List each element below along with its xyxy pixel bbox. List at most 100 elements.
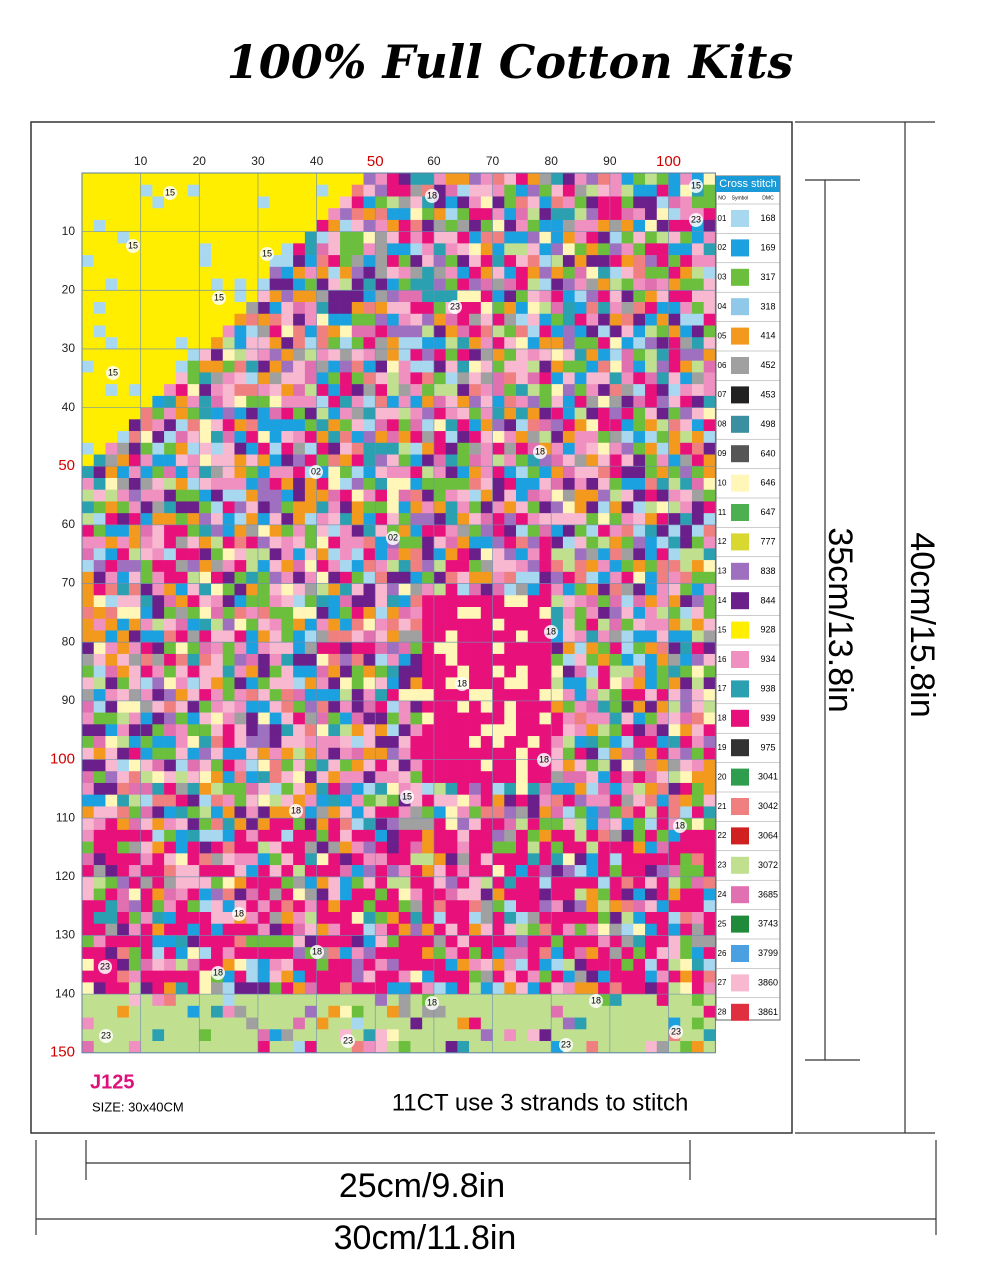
stitch: [316, 337, 329, 350]
stitch: [691, 266, 704, 279]
stitch: [398, 208, 411, 221]
stitch: [586, 759, 599, 772]
stitch: [269, 900, 282, 913]
stitch: [668, 677, 681, 690]
stitch: [422, 853, 435, 866]
stitch: [516, 548, 529, 561]
stitch: [621, 290, 634, 303]
stitch: [551, 219, 564, 232]
stitch: [469, 618, 482, 631]
stitch: [433, 911, 446, 925]
stitch: [574, 348, 587, 361]
stitch: [281, 958, 294, 971]
stitch: [93, 360, 106, 373]
stitch: [457, 630, 470, 643]
stitch: [633, 231, 646, 244]
stitch: [656, 372, 669, 385]
stitch: [562, 419, 575, 432]
stitch: [316, 395, 329, 408]
stitch: [246, 794, 259, 807]
stitch: [691, 642, 704, 655]
stitch: [222, 231, 235, 244]
stitch: [609, 290, 622, 303]
stitch: [105, 865, 118, 878]
stitch: [433, 372, 446, 385]
stitch: [562, 571, 575, 584]
stitch: [269, 208, 282, 221]
stitch: [93, 372, 106, 385]
stitch: [609, 677, 622, 690]
stitch: [246, 595, 259, 608]
legend-dmc: 647: [760, 507, 775, 517]
stitch: [457, 736, 470, 749]
stitch: [668, 947, 681, 960]
stitch: [375, 384, 388, 397]
stitch: [703, 958, 716, 971]
legend-no: 04: [718, 302, 727, 311]
stitch: [375, 571, 388, 584]
stitch: [140, 419, 153, 432]
stitch: [269, 466, 282, 479]
stitch: [680, 266, 693, 279]
stitch: [164, 665, 177, 678]
stitch: [551, 302, 564, 315]
stitch: [304, 489, 317, 502]
stitch: [668, 255, 681, 268]
stitch: [598, 243, 611, 256]
stitch: [527, 302, 540, 315]
stitch: [269, 1041, 282, 1054]
stitch: [433, 325, 446, 338]
stitch: [386, 442, 400, 455]
stitch: [504, 747, 517, 760]
stitch: [551, 607, 564, 620]
stitch: [375, 219, 388, 232]
stitch: [211, 560, 224, 573]
stitch: [574, 818, 587, 831]
stitch: [93, 184, 106, 197]
stitch: [645, 665, 658, 678]
stitch: [609, 689, 622, 702]
stitch: [328, 618, 341, 631]
stitch: [222, 782, 235, 795]
stitch: [469, 888, 482, 901]
stitch: [269, 911, 282, 925]
stitch: [691, 958, 704, 971]
stitch: [281, 325, 294, 338]
stitch: [304, 372, 317, 385]
stitch: [516, 958, 529, 971]
stitch: [175, 736, 188, 749]
stitch: [691, 736, 704, 749]
stitch: [257, 360, 270, 373]
stitch: [680, 607, 693, 620]
stitch: [668, 935, 681, 948]
outer-height: 40cm/15.8in: [903, 532, 941, 717]
stitch: [656, 348, 669, 361]
stitch: [152, 571, 165, 584]
stitch: [527, 243, 540, 256]
stitch: [340, 712, 353, 725]
stitch: [645, 1029, 658, 1042]
stitch: [128, 1005, 141, 1018]
stitch: [645, 477, 658, 491]
stitch: [562, 607, 575, 620]
stitch: [703, 865, 716, 878]
region-marker: [689, 213, 703, 227]
row-label: 70: [62, 576, 76, 590]
stitch: [574, 677, 587, 690]
stitch: [539, 911, 552, 925]
stitch: [527, 266, 540, 279]
stitch: [457, 372, 470, 385]
stitch: [328, 982, 341, 995]
stitch: [492, 325, 505, 338]
stitch: [656, 806, 669, 819]
stitch: [574, 278, 587, 291]
stitch: [328, 278, 341, 291]
stitch: [586, 489, 599, 502]
stitch: [422, 524, 435, 537]
stitch: [281, 524, 294, 537]
stitch: [386, 407, 400, 420]
stitch: [609, 618, 622, 631]
stitch: [516, 665, 529, 678]
stitch: [328, 501, 341, 514]
stitch: [152, 548, 165, 561]
